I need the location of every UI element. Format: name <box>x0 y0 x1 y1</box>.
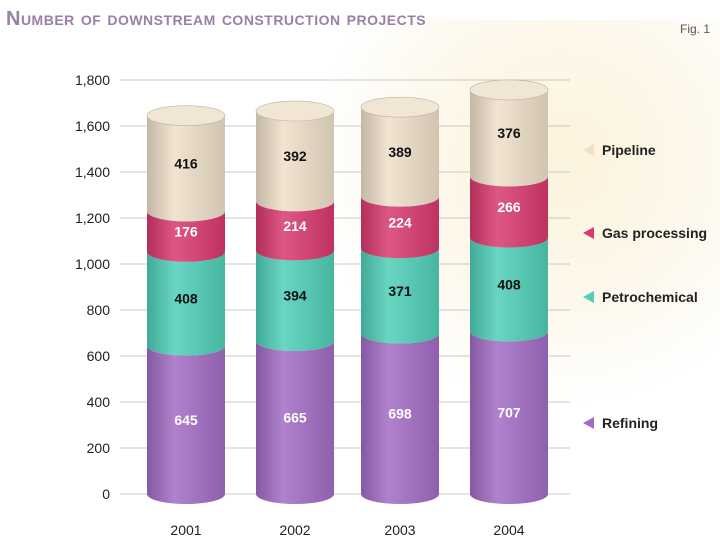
bar-stack-2004: 707 408 266 376 <box>469 79 549 504</box>
legend-item-petrochemical: Petrochemical <box>583 289 698 305</box>
data-label: 224 <box>388 214 412 230</box>
data-label: 707 <box>497 405 521 421</box>
x-axis: 2001 2002 2003 2004 <box>170 522 524 538</box>
y-tick-label: 1,000 <box>75 256 110 272</box>
bar-stack-2002: 665 394 214 392 <box>255 100 335 504</box>
x-tick-label: 2001 <box>170 522 201 538</box>
bar-segment-petrochemical <box>147 251 225 356</box>
bar-segment-refining <box>361 333 439 504</box>
y-tick-label: 1,600 <box>75 118 110 134</box>
bar-segment-petrochemical <box>256 250 334 352</box>
y-tick-label: 800 <box>87 302 111 318</box>
data-label: 408 <box>497 276 521 292</box>
data-label: 698 <box>388 406 412 422</box>
legend-marker <box>583 227 594 239</box>
legend-label: Pipeline <box>602 142 656 158</box>
bar-stack-2003: 698 371 224 389 <box>360 96 440 504</box>
y-tick-label: 200 <box>87 440 111 456</box>
bar-segment-refining <box>470 331 548 504</box>
legend-item-gas-processing: Gas processing <box>583 225 707 241</box>
bar-segment-petrochemical <box>470 237 548 342</box>
data-label: 176 <box>174 224 198 240</box>
bar-top-cap <box>360 96 440 118</box>
bars: 645 408 176 416 665 394 214 392 698 371 224 389 707 4… <box>146 79 549 504</box>
y-tick-label: 0 <box>102 486 110 502</box>
bar-segment-gas-processing <box>256 201 334 261</box>
bar-top-cap <box>469 79 549 101</box>
bar-segment-pipeline <box>470 89 548 187</box>
legend-item-pipeline: Pipeline <box>583 142 656 158</box>
data-label: 376 <box>497 125 521 141</box>
x-tick-label: 2003 <box>384 522 415 538</box>
legend-marker <box>583 144 594 156</box>
y-tick-label: 1,800 <box>75 72 110 88</box>
bar-segment-petrochemical <box>361 248 439 344</box>
bar-segment-pipeline <box>256 111 334 212</box>
x-tick-label: 2004 <box>493 522 524 538</box>
bar-top-cap <box>146 105 226 126</box>
figure-label: Fig. 1 <box>679 22 710 36</box>
legend-label: Petrochemical <box>602 289 698 305</box>
data-label: 394 <box>283 288 307 304</box>
legend-label: Refining <box>602 415 658 431</box>
bar-segment-pipeline <box>147 115 225 222</box>
data-label: 408 <box>174 291 198 307</box>
y-axis: 0 200 400 600 800 1,000 1,200 1,400 1,600 1,800 <box>75 72 110 502</box>
bar-top-cap <box>255 100 335 122</box>
legend-marker <box>583 291 594 303</box>
data-label: 266 <box>497 199 521 215</box>
y-tick-label: 1,400 <box>75 164 110 180</box>
data-label: 214 <box>283 218 307 234</box>
legend-item-refining: Refining <box>583 415 658 431</box>
y-tick-label: 1,200 <box>75 210 110 226</box>
legend-label: Gas processing <box>602 225 707 241</box>
y-tick-label: 400 <box>87 394 111 410</box>
y-tick-label: 600 <box>87 348 111 364</box>
data-label: 645 <box>174 412 198 428</box>
bar-stack-2001: 645 408 176 416 <box>146 105 226 504</box>
bar-segment-gas-processing <box>147 211 225 262</box>
bar-segment-refining <box>256 341 334 504</box>
data-label: 371 <box>388 283 412 299</box>
bar-segment-gas-processing <box>361 196 439 259</box>
data-label: 416 <box>174 155 198 171</box>
bar-segment-gas-processing <box>470 176 548 248</box>
bar-segment-pipeline <box>361 107 439 207</box>
legend-marker <box>583 417 594 429</box>
data-label: 389 <box>388 144 412 160</box>
data-label: 665 <box>283 410 307 426</box>
x-tick-label: 2002 <box>279 522 310 538</box>
legend: Refining Petrochemical Gas processing Pipel… <box>583 142 707 431</box>
data-label: 392 <box>283 148 307 164</box>
chart-title: Number of downstream construction projec… <box>6 8 427 30</box>
bar-segment-refining <box>147 345 225 504</box>
